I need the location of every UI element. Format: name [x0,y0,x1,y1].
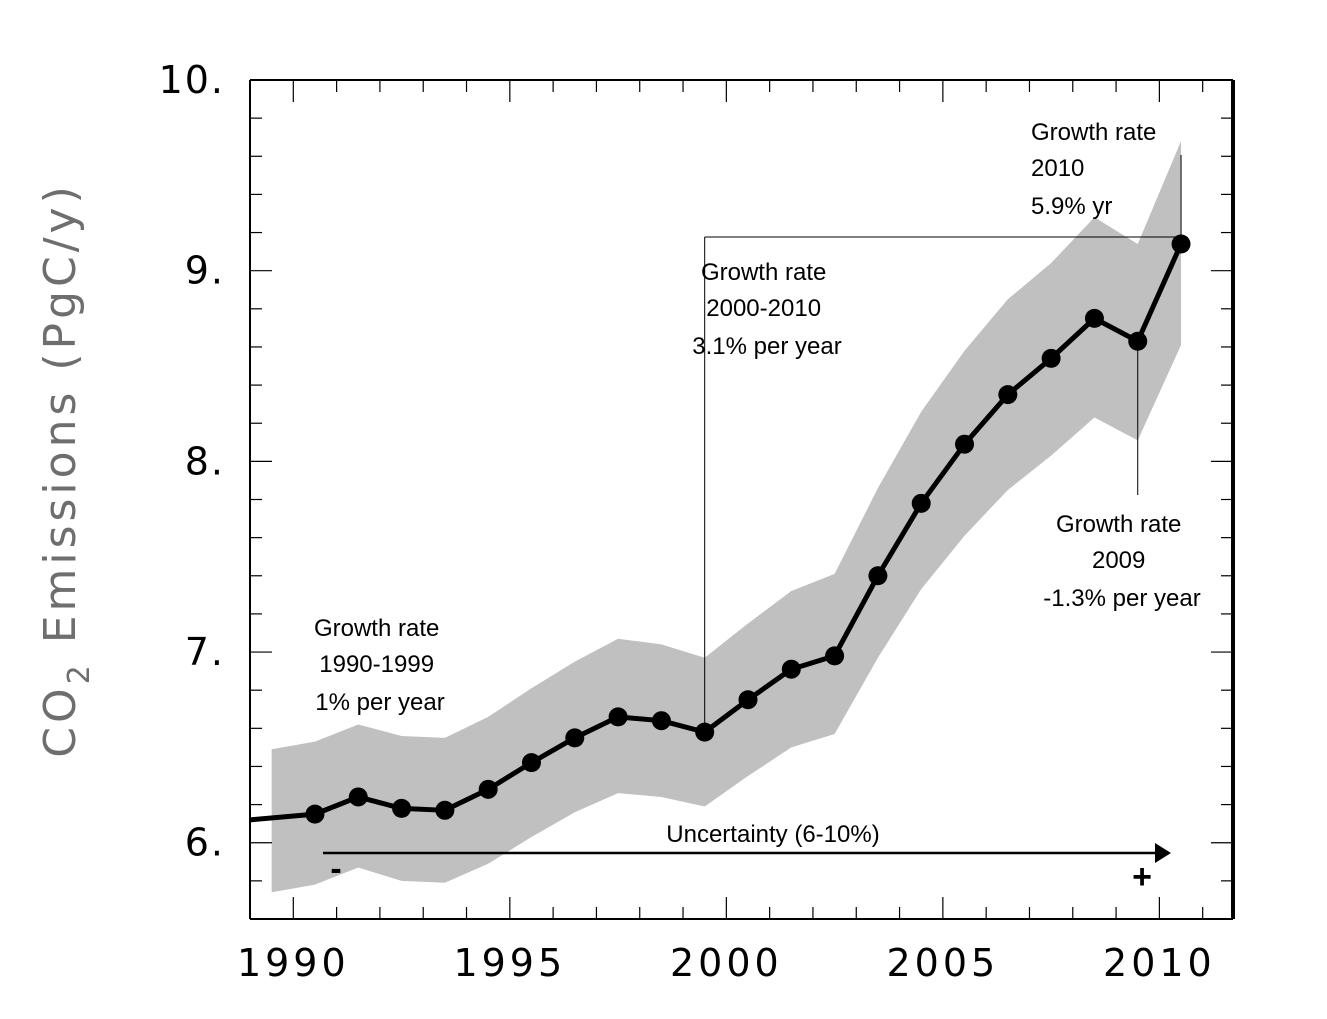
data-point-1998 [651,711,671,731]
annotation-growth-2009-line3: -1.3% per year [1043,585,1200,612]
annotation-growth-1990s-line2: 1990-1999 [319,651,434,678]
tick-label-layer: 6. 7. 8. 9. 10. 1990 1995 2000 2005 2010 [159,58,1216,985]
annotation-growth-2009: Growth rate 2009 -1.3% per year [1043,511,1200,612]
data-point-1992 [392,798,412,818]
data-point-2010 [1171,234,1191,254]
annotation-growth-2010-line1: Growth rate [1031,119,1156,146]
x-tick-label-2000: 2000 [670,941,783,985]
data-point-2006 [998,385,1018,405]
series-layer [250,234,1191,824]
annotation-growth-2000s-line2: 2000-2010 [706,295,821,322]
annotation-growth-1990s-line1: Growth rate [314,615,439,642]
emissions-line [250,242,1184,823]
data-point-1990 [305,804,325,824]
data-point-1995 [521,753,541,773]
data-point-1996 [565,728,585,748]
uncertainty-label: Uncertainty (6-10%) [666,821,879,848]
data-point-2007 [1041,348,1061,368]
x-tick-label-2005: 2005 [887,941,1000,985]
y-tick-label-10: 10. [159,58,225,102]
uncertainty-arrow-head [1155,843,1171,863]
data-point-2003 [868,566,888,586]
annotation-growth-2000s-line1: Growth rate [701,259,826,286]
x-tick-label-1995: 1995 [453,941,566,985]
y-tick-label-7: 7. [185,630,225,674]
annotation-growth-2010-line2: 2010 [1031,155,1084,182]
uncertainty-arrow [323,843,1171,863]
y-axis-label-rest: Emissions (PgC/y) [35,182,86,661]
x-tick-label-2010: 2010 [1103,941,1216,985]
data-point-1994 [478,779,498,799]
data-point-2008 [1084,308,1104,328]
y-tick-label-6: 6. [185,821,225,865]
annotation-growth-2010-line3: 5.9% yr [1031,193,1112,220]
data-point-2001 [781,659,801,679]
data-point-2009 [1128,331,1148,351]
annotation-growth-2000s-line3: 3.1% per year [692,333,841,360]
annotation-growth-2000s: Growth rate 2000-2010 3.1% per year [692,259,841,360]
y-axis-label-co: CO [35,684,86,757]
y-axis-label: CO2 Emissions (PgC/y) [35,182,97,758]
annotation-growth-1990s-line3: 1% per year [315,689,444,716]
x-tick-label-1990: 1990 [237,941,350,985]
annotation-growth-2010: Growth rate 2010 5.9% yr [1031,119,1163,220]
annotation-growth-2009-line2: 2009 [1092,547,1145,574]
data-point-2005 [955,434,975,454]
uncertainty-band [271,141,1182,893]
data-point-1993 [435,800,455,820]
data-point-1997 [608,707,628,727]
uncertainty-plus-sign: + [1132,858,1152,896]
annotation-growth-1990s: Growth rate 1990-1999 1% per year [314,615,446,716]
data-point-1991 [348,787,368,807]
annotation-lines [704,155,1182,733]
data-point-2000 [738,690,758,710]
annotation-growth-2009-line1: Growth rate [1056,511,1181,538]
data-point-2002 [825,646,845,666]
uncertainty-minus-sign: - [330,850,341,888]
data-point-1999 [695,722,715,742]
uncertainty-band-layer [271,141,1182,893]
y-tick-label-8: 8. [185,439,225,483]
y-tick-label-9: 9. [185,249,225,293]
data-point-2004 [911,493,931,513]
y-axis-label-subscript: 2 [62,661,97,684]
axes-layer [249,79,1235,920]
